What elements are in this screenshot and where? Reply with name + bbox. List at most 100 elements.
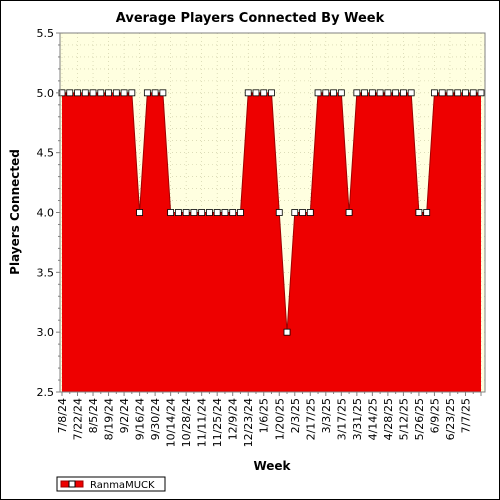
data-point bbox=[105, 89, 112, 97]
data-point bbox=[454, 89, 462, 97]
y-axis: 2.5 3.0 3.5 4.0 4.5 5.0 5.5 bbox=[37, 27, 60, 399]
data-point bbox=[368, 89, 376, 97]
data-point bbox=[120, 89, 128, 97]
data-point bbox=[361, 89, 369, 97]
y-tick-label: 5.5 bbox=[37, 27, 55, 40]
x-tick-label: 5/12/25 bbox=[397, 398, 410, 440]
data-point bbox=[431, 89, 438, 97]
y-axis-label: Players Connected bbox=[8, 149, 22, 275]
x-tick-label: 3/3/25 bbox=[320, 398, 333, 433]
legend-label: RanmaMUCK bbox=[90, 480, 155, 491]
series-area-ranmamuck bbox=[62, 92, 481, 392]
data-point bbox=[112, 89, 120, 97]
data-point bbox=[136, 209, 143, 216]
data-point bbox=[81, 89, 89, 97]
data-point bbox=[74, 89, 81, 97]
data-point bbox=[376, 89, 384, 97]
x-tick-label: 3/17/25 bbox=[335, 398, 348, 440]
x-tick-label: 3/31/25 bbox=[351, 398, 364, 440]
data-point bbox=[299, 209, 306, 216]
x-tick-label: 7/8/24 bbox=[56, 398, 69, 433]
x-axis: 7/8/24 7/22/24 8/5/24 8/19/24 9/2/24 9/16/24 9… bbox=[56, 392, 482, 447]
x-tick-label: 11/11/24 bbox=[196, 398, 209, 447]
legend: RanmaMUCK bbox=[56, 476, 166, 492]
x-tick-label: 7/7/25 bbox=[459, 398, 472, 433]
x-tick-label: 1/20/25 bbox=[273, 398, 286, 440]
x-tick-label: 9/2/24 bbox=[118, 398, 131, 433]
x-tick-label: 10/28/24 bbox=[180, 398, 193, 447]
data-point bbox=[260, 89, 268, 97]
x-tick-label: 2/3/25 bbox=[289, 398, 302, 433]
data-point bbox=[252, 89, 260, 97]
data-point bbox=[244, 89, 252, 97]
y-tick-label: 5.0 bbox=[37, 87, 55, 100]
data-point bbox=[237, 209, 244, 216]
legend-marker-icon bbox=[68, 480, 76, 488]
x-tick-label: 11/25/24 bbox=[211, 398, 224, 447]
data-point bbox=[89, 89, 97, 97]
x-tick-label: 4/28/25 bbox=[382, 398, 395, 440]
data-point bbox=[167, 209, 175, 216]
data-point bbox=[128, 89, 136, 97]
x-tick-label: 2/17/25 bbox=[304, 398, 317, 440]
x-tick-label: 5/26/25 bbox=[413, 398, 426, 440]
x-tick-label: 12/23/24 bbox=[242, 398, 255, 447]
legend-box bbox=[56, 476, 166, 492]
y-tick-label: 3.0 bbox=[37, 326, 55, 339]
data-point bbox=[143, 89, 151, 97]
data-point bbox=[159, 89, 167, 97]
y-tick-label: 3.5 bbox=[37, 266, 55, 279]
x-axis-label: Week bbox=[253, 459, 291, 473]
data-point bbox=[337, 89, 345, 97]
data-point bbox=[291, 209, 299, 216]
x-tick-label: 6/23/25 bbox=[444, 398, 457, 440]
x-tick-label: 10/14/24 bbox=[165, 398, 178, 447]
data-point bbox=[392, 89, 400, 97]
data-point bbox=[306, 209, 314, 216]
chart-title: Average Players Connected By Week bbox=[116, 11, 385, 26]
x-tick-label: 6/9/25 bbox=[428, 398, 441, 433]
x-tick-label: 12/9/24 bbox=[227, 398, 240, 440]
x-tick-label: 8/19/24 bbox=[103, 398, 116, 440]
data-point bbox=[415, 209, 423, 216]
x-tick-label: 4/14/25 bbox=[366, 398, 379, 440]
x-tick-label: 7/22/24 bbox=[72, 398, 85, 440]
data-point bbox=[322, 89, 330, 97]
data-point bbox=[446, 89, 454, 97]
data-point bbox=[97, 89, 105, 97]
y-tick-label: 2.5 bbox=[37, 386, 55, 399]
data-point bbox=[206, 209, 213, 216]
data-point bbox=[190, 209, 198, 216]
data-point bbox=[151, 89, 159, 97]
data-point bbox=[268, 89, 275, 97]
data-point bbox=[384, 89, 392, 97]
data-point bbox=[477, 89, 485, 97]
data-point bbox=[345, 209, 353, 216]
series-markers bbox=[58, 89, 485, 336]
data-point bbox=[275, 209, 283, 216]
x-tick-label: 9/30/24 bbox=[149, 398, 162, 440]
data-point bbox=[407, 89, 415, 97]
data-point bbox=[174, 209, 182, 216]
data-point bbox=[330, 89, 337, 97]
x-tick-label: 1/6/25 bbox=[258, 398, 271, 433]
y-tick-label: 4.0 bbox=[37, 207, 55, 220]
data-point bbox=[462, 89, 469, 97]
data-point bbox=[314, 89, 322, 97]
data-point bbox=[423, 209, 431, 216]
data-point bbox=[400, 89, 407, 97]
data-point bbox=[283, 328, 291, 336]
x-tick-label: 9/16/24 bbox=[134, 398, 147, 440]
data-point bbox=[213, 209, 221, 216]
data-point bbox=[469, 89, 477, 97]
data-point bbox=[229, 209, 237, 216]
x-tick-label: 8/5/24 bbox=[87, 398, 100, 433]
y-tick-label: 4.5 bbox=[37, 147, 55, 160]
data-point bbox=[353, 89, 361, 97]
data-point bbox=[221, 209, 229, 216]
data-point bbox=[198, 209, 206, 216]
data-point bbox=[182, 209, 190, 216]
data-point bbox=[66, 89, 74, 97]
data-point bbox=[438, 89, 446, 97]
